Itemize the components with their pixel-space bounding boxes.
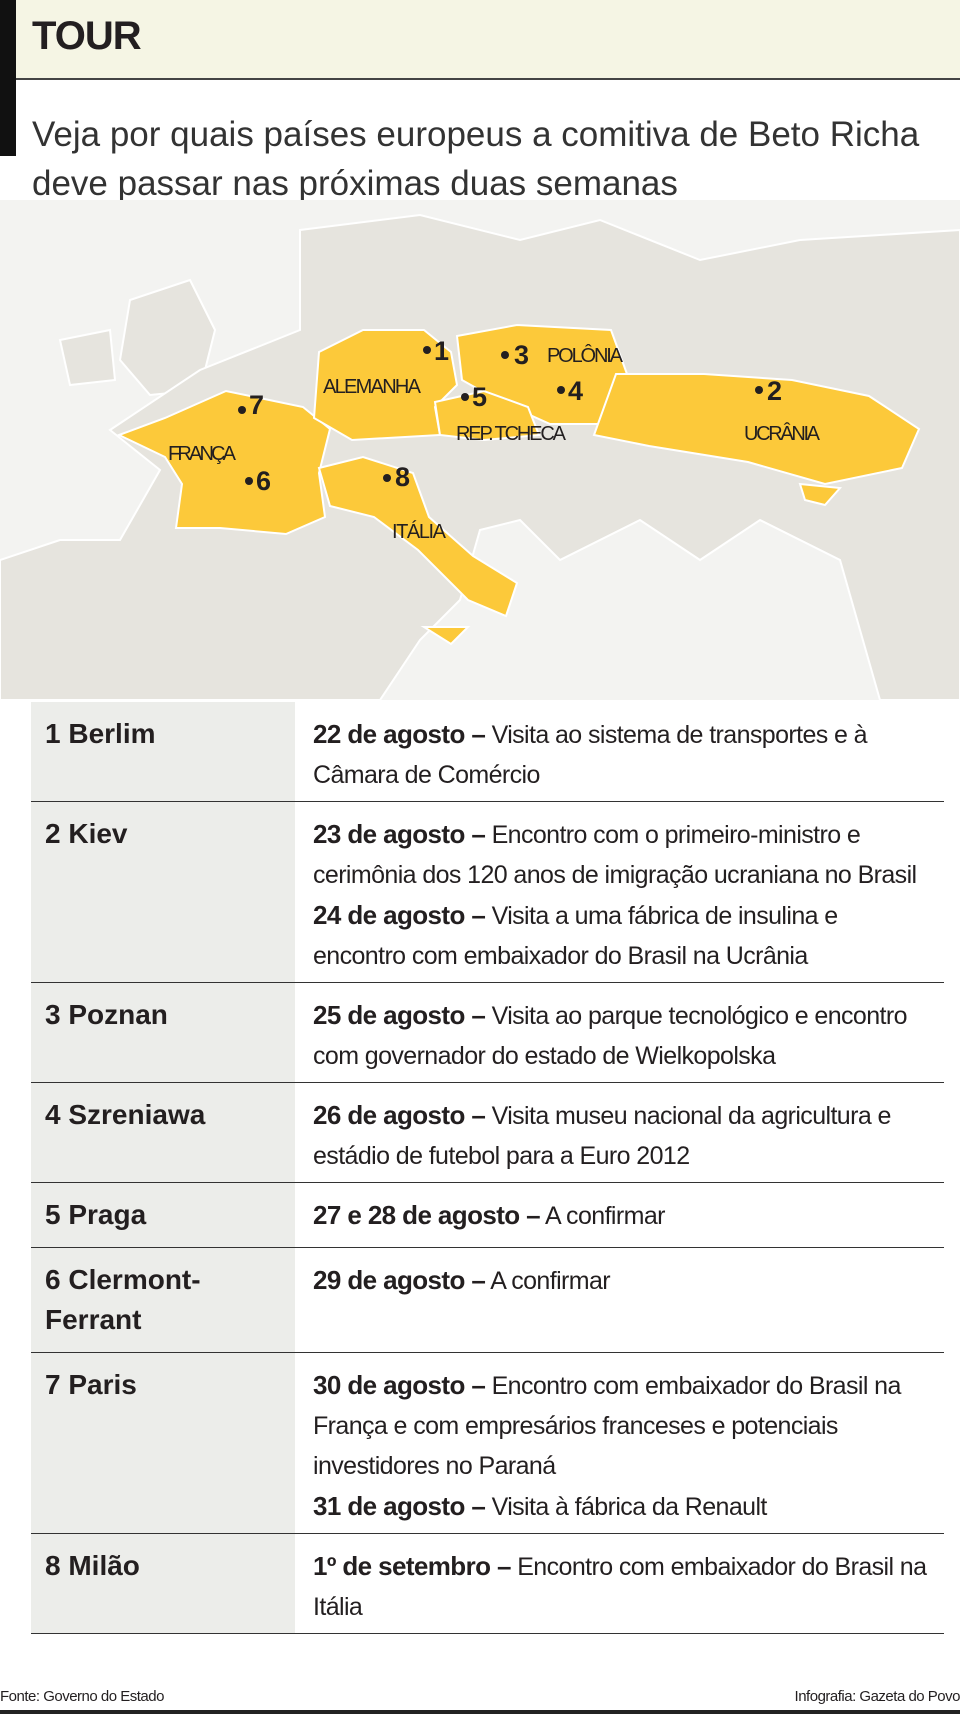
description: 25 de agosto – Visita ao parque tecnológ…: [295, 983, 944, 1082]
table-row: 7 Paris 30 de agosto – Encontro com embai…: [31, 1353, 944, 1534]
table-row: 2 Kiev 23 de agosto – Encontro com o prim…: [31, 802, 944, 983]
entry: 31 de agosto – Visita à fábrica da Renau…: [313, 1486, 928, 1527]
marker-dot: [245, 477, 253, 485]
description: 26 de agosto – Visita museu nacional da …: [295, 1083, 944, 1182]
header: TOUR: [0, 0, 960, 80]
entry: 30 de agosto – Encontro com embaixador d…: [313, 1365, 928, 1486]
city: 5 Praga: [31, 1183, 295, 1247]
description: 23 de agosto – Encontro com o primeiro-m…: [295, 802, 944, 982]
source: Fonte: Governo do Estado: [0, 1688, 164, 1705]
marker-number: 2: [767, 376, 782, 406]
activity: Visita ao parque tecnológico e encontro …: [313, 1002, 908, 1070]
activity: A confirmar: [490, 1267, 611, 1295]
date: 23 de agosto –: [313, 819, 486, 849]
entry: 22 de agosto – Visita ao sistema de tran…: [313, 714, 928, 795]
country-label: REP. TCHECA: [456, 423, 567, 445]
city: 3 Poznan: [31, 983, 295, 1082]
city: 4 Szreniawa: [31, 1083, 295, 1182]
city: 8 Milão: [31, 1534, 295, 1633]
date: 30 de agosto –: [313, 1370, 486, 1400]
description: 29 de agosto – A confirmar: [295, 1248, 944, 1352]
activity: Visita a uma fábrica de insulina e encon…: [313, 902, 838, 970]
title: TOUR: [32, 14, 142, 58]
country-labels: ALEMANHA POLÔNIA REP. TCHECA UCRÂNIA FRA…: [168, 344, 821, 543]
marker-number: 1: [434, 336, 449, 366]
date: 24 de agosto –: [313, 900, 486, 930]
marker-dot: [461, 393, 469, 401]
marker-dot: [238, 406, 246, 414]
description: 30 de agosto – Encontro com embaixador d…: [295, 1353, 944, 1533]
city: 7 Paris: [31, 1353, 295, 1533]
highlighted-countries: [116, 323, 921, 646]
activity: Visita museu nacional da agricultura e e…: [313, 1102, 891, 1170]
marker-number: 7: [249, 390, 264, 420]
activity: Encontro com embaixador do Brasil na Fra…: [313, 1372, 901, 1480]
footer: Fonte: Governo do Estado Infografia: Gaz…: [0, 1684, 960, 1714]
activity: Encontro com embaixador do Brasil na Itá…: [313, 1553, 927, 1621]
subtitle: Veja por quais países europeus a comitiv…: [32, 115, 920, 203]
city: 1 Berlim: [31, 702, 295, 801]
country-label: UCRÂNIA: [744, 422, 821, 445]
entry: 23 de agosto – Encontro com o primeiro-m…: [313, 814, 928, 895]
entry: 26 de agosto – Visita museu nacional da …: [313, 1095, 928, 1176]
marker-number: 8: [395, 462, 410, 492]
table-row: 3 Poznan 25 de agosto – Visita ao parque …: [31, 983, 944, 1083]
entry: 24 de agosto – Visita a uma fábrica de i…: [313, 895, 928, 976]
marker-dot: [383, 474, 391, 482]
date: 26 de agosto –: [313, 1100, 486, 1130]
country-label: POLÔNIA: [547, 344, 624, 367]
marker-number: 4: [568, 376, 583, 406]
table-row: 5 Praga 27 e 28 de agosto – A confirmar: [31, 1183, 944, 1248]
activity: Visita à fábrica da Renault: [491, 1493, 768, 1521]
date: 25 de agosto –: [313, 1000, 486, 1030]
accent-bar: [0, 0, 16, 156]
marker-number: 6: [256, 466, 271, 496]
description: 1º de setembro – Encontro com embaixador…: [295, 1534, 944, 1633]
activity: A confirmar: [545, 1202, 665, 1230]
activity: Encontro com o primeiro-ministro e cerim…: [313, 821, 917, 889]
marker-dot: [755, 386, 763, 394]
entry: 1º de setembro – Encontro com embaixador…: [313, 1546, 928, 1627]
markers: 1 2 3 4 5 6 7 8: [238, 336, 782, 496]
country-label: ITÁLIA: [392, 520, 447, 543]
table-row: 6 Clermont-Ferrant 29 de agosto – A confi…: [31, 1248, 944, 1353]
entry: 29 de agosto – A confirmar: [313, 1260, 928, 1301]
table-row: 1 Berlim 22 de agosto – Visita ao sistema…: [31, 702, 944, 802]
marker-number: 3: [514, 340, 529, 370]
city: 6 Clermont-Ferrant: [31, 1248, 295, 1352]
city: 2 Kiev: [31, 802, 295, 982]
activity: Visita ao sistema de transportes e à Câm…: [313, 721, 868, 789]
marker-dot: [557, 386, 565, 394]
date: 27 e 28 de agosto –: [313, 1200, 541, 1230]
date: 29 de agosto –: [313, 1265, 486, 1295]
entry: 27 e 28 de agosto – A confirmar: [313, 1195, 928, 1236]
map: ALEMANHA POLÔNIA REP. TCHECA UCRÂNIA FRA…: [0, 200, 960, 700]
date: 1º de setembro –: [313, 1551, 511, 1581]
description: 27 e 28 de agosto – A confirmar: [295, 1183, 944, 1247]
marker-dot: [423, 346, 431, 354]
credit: Infografia: Gazeta do Povo: [794, 1688, 960, 1705]
marker-number: 5: [472, 382, 487, 412]
marker-dot: [501, 351, 509, 359]
country-label: ALEMANHA: [323, 376, 422, 398]
table-row: 4 Szreniawa 26 de agosto – Visita museu n…: [31, 1083, 944, 1183]
date: 22 de agosto –: [313, 719, 486, 749]
entry: 25 de agosto – Visita ao parque tecnológ…: [313, 995, 928, 1076]
date: 31 de agosto –: [313, 1491, 486, 1521]
country-label: FRANÇA: [168, 443, 237, 465]
description: 22 de agosto – Visita ao sistema de tran…: [295, 702, 944, 801]
land: [0, 213, 960, 700]
table-row: 8 Milão 1º de setembro – Encontro com emb…: [31, 1534, 944, 1634]
schedule-table: 1 Berlim 22 de agosto – Visita ao sistema…: [31, 702, 944, 1634]
